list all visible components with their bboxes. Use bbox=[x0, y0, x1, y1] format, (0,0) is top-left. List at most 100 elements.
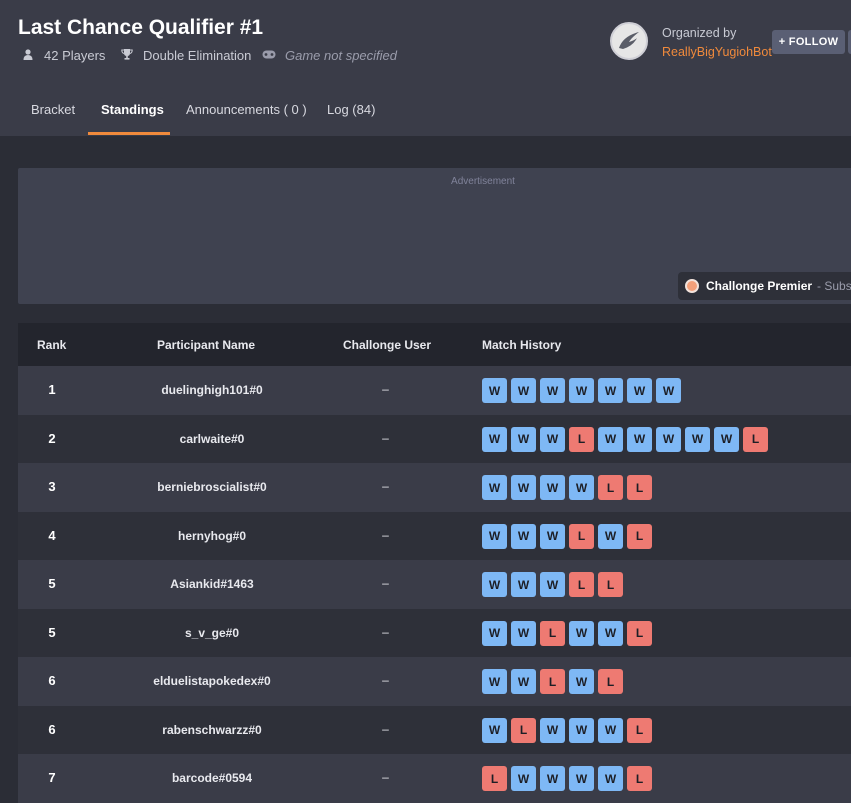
match-loss-badge[interactable]: L bbox=[569, 426, 594, 452]
match-win-badge[interactable]: W bbox=[511, 378, 536, 403]
tab-standings[interactable]: Standings bbox=[101, 102, 164, 117]
match-win-badge[interactable]: W bbox=[540, 426, 565, 452]
table-row: 4 hernyhog#0– W W W L W L bbox=[18, 511, 851, 560]
players-count-label: 42 Players bbox=[44, 48, 106, 63]
challonge-premier-banner[interactable]: Challonge Premier - Subsc bbox=[678, 272, 851, 300]
match-win-badge[interactable]: W bbox=[540, 766, 565, 791]
active-tab-indicator bbox=[88, 132, 170, 135]
match-loss-badge[interactable]: L bbox=[540, 620, 565, 646]
challonge-user: – bbox=[382, 673, 389, 687]
match-win-badge[interactable]: W bbox=[511, 669, 536, 694]
match-loss-badge[interactable]: L bbox=[627, 620, 652, 646]
organizer-name-link[interactable]: ReallyBigYugiohBot bbox=[662, 45, 772, 59]
match-loss-badge[interactable]: L bbox=[569, 523, 594, 549]
match-win-badge[interactable]: W bbox=[482, 426, 507, 452]
match-win-badge[interactable]: W bbox=[540, 717, 565, 743]
match-loss-badge[interactable]: L bbox=[627, 523, 652, 549]
match-win-badge[interactable]: W bbox=[598, 717, 623, 743]
match-win-badge[interactable]: W bbox=[685, 426, 710, 452]
match-win-badge[interactable]: W bbox=[511, 475, 536, 500]
match-win-badge[interactable]: W bbox=[511, 620, 536, 646]
standings-table: Rank Participant Name Challonge User Mat… bbox=[18, 323, 851, 803]
tab-log[interactable]: Log (84) bbox=[327, 102, 376, 117]
user-icon bbox=[20, 48, 36, 63]
match-win-badge[interactable]: W bbox=[656, 426, 681, 452]
table-row: 6 elduelistapokedex#0– W W L W L bbox=[18, 657, 851, 706]
follow-button[interactable]: + FOLLOW bbox=[772, 30, 845, 54]
match-win-badge[interactable]: W bbox=[511, 426, 536, 452]
match-win-badge[interactable]: W bbox=[569, 620, 594, 646]
rank-cell: 7 bbox=[48, 770, 56, 785]
match-loss-badge[interactable]: L bbox=[540, 669, 565, 694]
match-win-badge[interactable]: W bbox=[511, 523, 536, 549]
match-win-badge[interactable]: W bbox=[656, 378, 681, 403]
participant-name: hernyhog#0 bbox=[177, 528, 246, 543]
match-win-badge[interactable]: W bbox=[511, 766, 536, 791]
tab-announcements[interactable]: Announcements ( 0 ) bbox=[186, 102, 307, 117]
match-loss-badge[interactable]: L bbox=[598, 572, 623, 597]
match-win-badge[interactable]: W bbox=[569, 717, 594, 743]
match-win-badge[interactable]: W bbox=[598, 378, 623, 403]
match-win-badge[interactable]: W bbox=[627, 378, 652, 403]
more-options-button[interactable] bbox=[848, 30, 851, 54]
match-win-badge[interactable]: W bbox=[511, 572, 536, 597]
match-loss-badge[interactable]: L bbox=[598, 669, 623, 694]
premier-subscribe: - Subsc bbox=[817, 279, 851, 293]
match-win-badge[interactable]: W bbox=[569, 669, 594, 694]
match-win-badge[interactable]: W bbox=[598, 523, 623, 549]
gamepad-icon bbox=[261, 50, 277, 62]
challonge-user: – bbox=[382, 527, 389, 542]
match-win-badge[interactable]: W bbox=[540, 572, 565, 597]
match-loss-badge[interactable]: L bbox=[598, 475, 623, 500]
match-loss-badge[interactable]: L bbox=[482, 766, 507, 791]
match-win-badge[interactable]: W bbox=[540, 523, 565, 549]
match-loss-badge[interactable]: L bbox=[627, 717, 652, 743]
game-label: Game not specified bbox=[285, 48, 398, 63]
match-win-badge[interactable]: W bbox=[482, 475, 507, 500]
match-win-badge[interactable]: W bbox=[598, 620, 623, 646]
match-win-badge[interactable]: W bbox=[482, 620, 507, 646]
match-win-badge[interactable]: W bbox=[569, 475, 594, 500]
match-win-badge[interactable]: W bbox=[482, 523, 507, 549]
premier-name: Challonge Premier bbox=[706, 279, 813, 293]
match-win-badge[interactable]: W bbox=[569, 378, 594, 403]
rank-cell: 2 bbox=[48, 430, 56, 446]
match-win-badge[interactable]: W bbox=[482, 717, 507, 743]
rank-cell: 5 bbox=[48, 624, 56, 640]
column-match-history: Match History bbox=[482, 338, 562, 352]
match-win-badge[interactable]: W bbox=[540, 378, 565, 403]
match-win-badge[interactable]: W bbox=[598, 766, 623, 791]
column-challonge-user: Challonge User bbox=[343, 338, 432, 352]
match-win-badge[interactable]: W bbox=[569, 766, 594, 791]
match-win-badge[interactable]: W bbox=[540, 475, 565, 500]
match-loss-badge[interactable]: L bbox=[511, 717, 536, 743]
match-loss-badge[interactable]: L bbox=[627, 766, 652, 791]
match-win-badge[interactable]: W bbox=[482, 669, 507, 694]
match-win-badge[interactable]: W bbox=[598, 426, 623, 452]
match-loss-badge[interactable]: L bbox=[743, 426, 768, 452]
wing-logo-icon bbox=[619, 32, 639, 49]
challonge-user: – bbox=[382, 770, 389, 784]
challonge-user: – bbox=[382, 721, 389, 736]
table-row: 2 carlwaite#0– W W W L W W W W W L bbox=[18, 414, 851, 463]
match-loss-badge[interactable]: L bbox=[569, 572, 594, 597]
players-count: 42 Players bbox=[20, 48, 105, 63]
tab-bracket[interactable]: Bracket bbox=[31, 102, 76, 117]
page-title: Last Chance Qualifier #1 bbox=[18, 16, 264, 39]
match-win-badge[interactable]: W bbox=[627, 426, 652, 452]
participant-name: Asiankid#1463 bbox=[170, 577, 254, 591]
format-label: Double Elimination bbox=[143, 48, 252, 63]
match-win-badge[interactable]: W bbox=[482, 378, 507, 403]
tournament-header: Last Chance Qualifier #1 42 Players Doub… bbox=[0, 0, 851, 136]
match-win-badge[interactable]: W bbox=[482, 572, 507, 597]
challonge-user: – bbox=[382, 382, 389, 396]
match-loss-badge[interactable]: L bbox=[627, 475, 652, 500]
match-win-badge[interactable]: W bbox=[714, 426, 739, 452]
rank-cell: 3 bbox=[48, 479, 56, 494]
organizer-avatar[interactable] bbox=[610, 22, 648, 60]
